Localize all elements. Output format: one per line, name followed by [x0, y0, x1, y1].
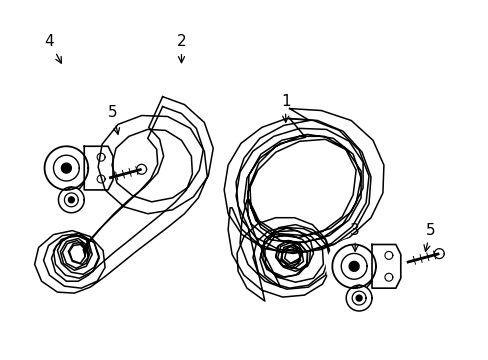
Text: 3: 3	[349, 222, 359, 251]
Polygon shape	[355, 295, 361, 301]
Polygon shape	[68, 197, 74, 203]
Text: 2: 2	[176, 34, 186, 63]
Text: 5: 5	[423, 222, 434, 251]
Text: 4: 4	[44, 34, 61, 63]
Polygon shape	[61, 163, 71, 173]
Polygon shape	[348, 261, 358, 271]
Text: 5: 5	[108, 105, 120, 134]
Text: 1: 1	[280, 94, 290, 122]
